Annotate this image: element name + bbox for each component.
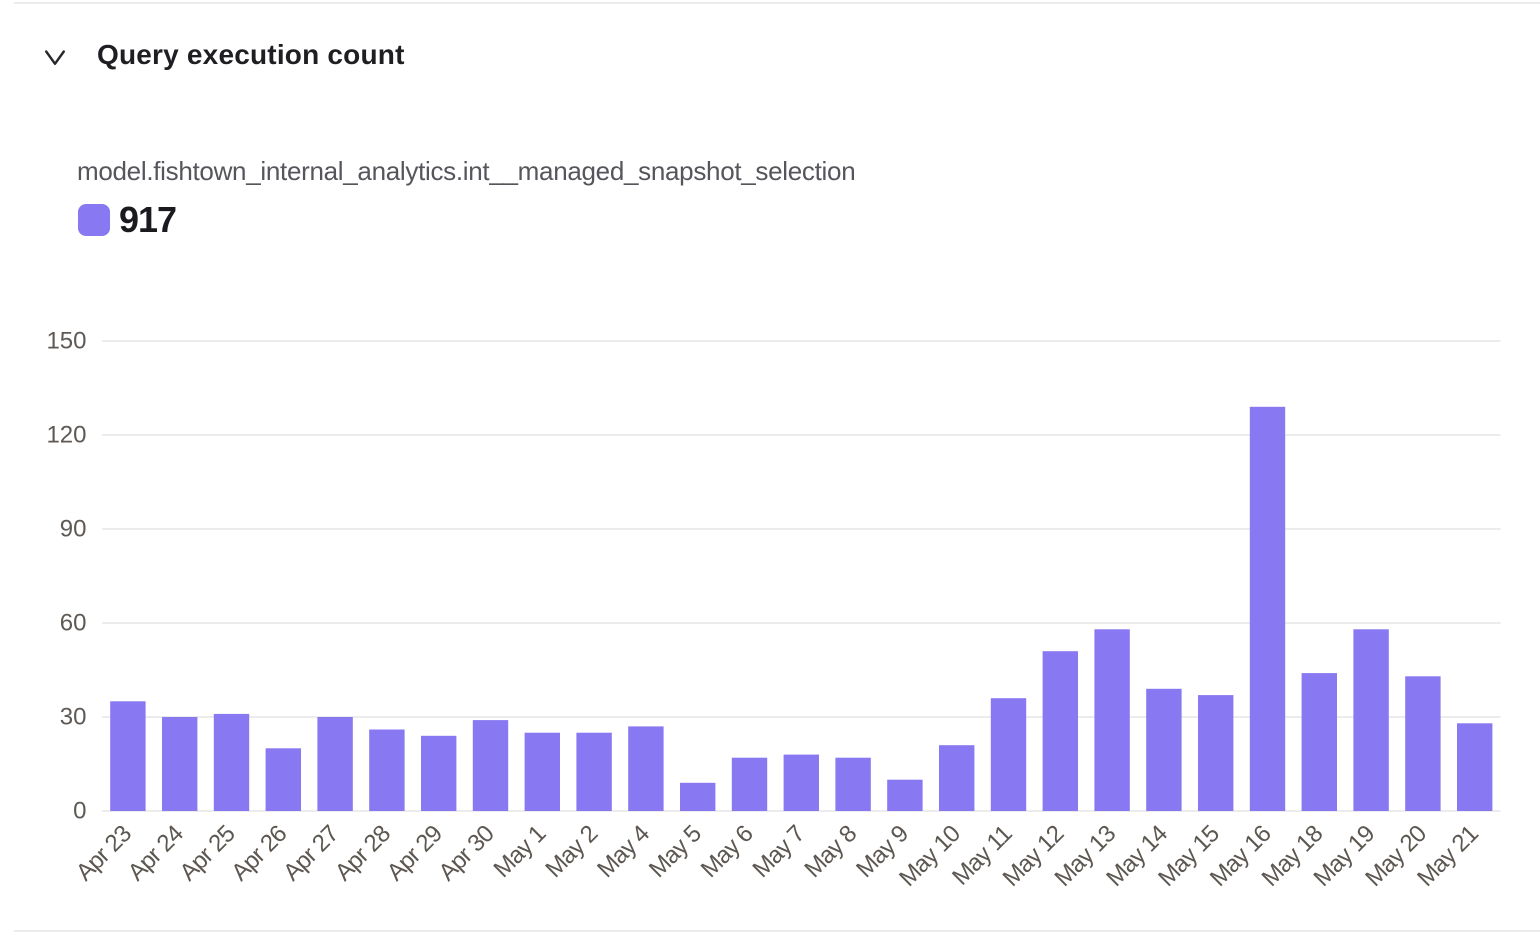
svg-text:150: 150 bbox=[46, 328, 86, 355]
svg-text:Apr 25: Apr 25 bbox=[175, 820, 241, 886]
svg-text:90: 90 bbox=[60, 516, 87, 543]
svg-text:Apr 30: Apr 30 bbox=[434, 820, 500, 886]
svg-text:May 7: May 7 bbox=[748, 820, 811, 883]
svg-text:May 4: May 4 bbox=[592, 820, 655, 883]
svg-text:Apr 28: Apr 28 bbox=[330, 820, 396, 886]
svg-text:Apr 27: Apr 27 bbox=[278, 820, 344, 886]
svg-text:May 6: May 6 bbox=[696, 820, 759, 883]
svg-text:0: 0 bbox=[73, 798, 86, 825]
svg-text:120: 120 bbox=[46, 422, 86, 449]
svg-text:May 2: May 2 bbox=[540, 820, 603, 883]
svg-text:May 5: May 5 bbox=[644, 820, 707, 883]
svg-text:30: 30 bbox=[60, 704, 87, 731]
svg-text:Apr 23: Apr 23 bbox=[71, 820, 137, 886]
svg-text:Apr 24: Apr 24 bbox=[123, 820, 189, 886]
svg-text:Apr 26: Apr 26 bbox=[226, 820, 292, 886]
svg-text:Apr 29: Apr 29 bbox=[382, 820, 448, 886]
svg-text:May 8: May 8 bbox=[799, 820, 862, 883]
svg-text:May 1: May 1 bbox=[489, 820, 552, 883]
svg-text:60: 60 bbox=[60, 610, 87, 637]
